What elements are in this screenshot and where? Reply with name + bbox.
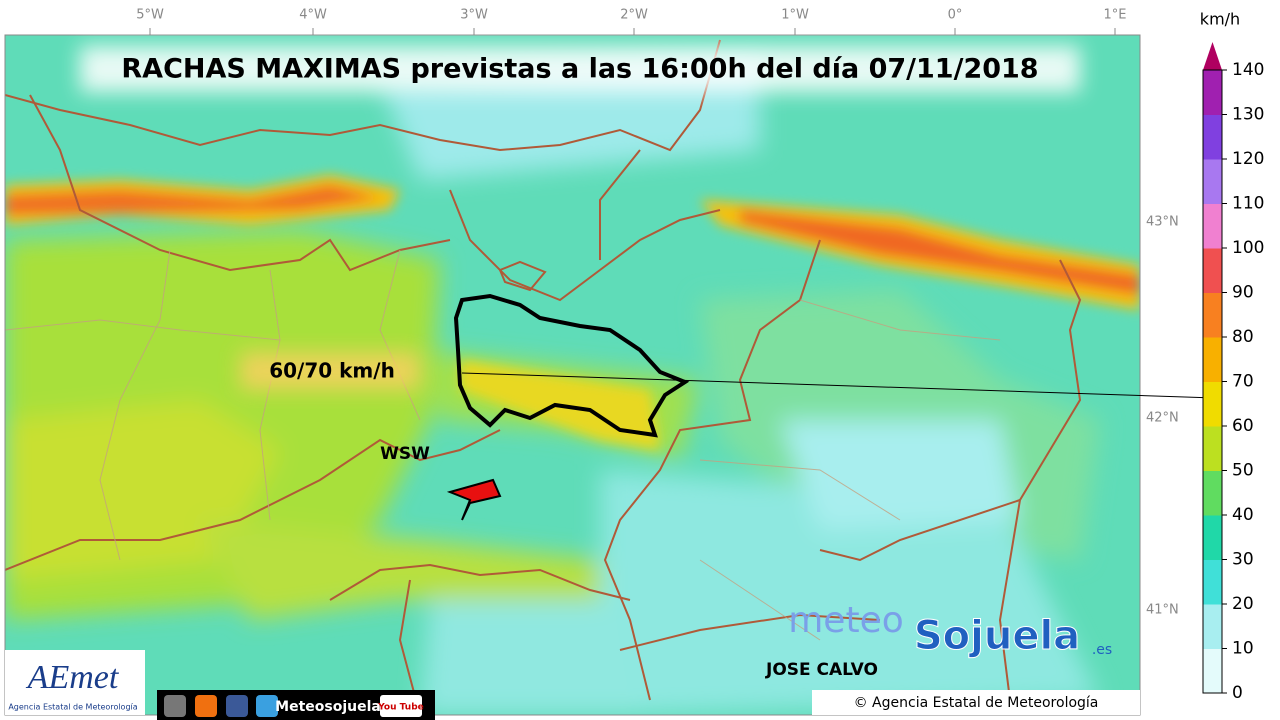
- longitude-label: 5°W: [136, 8, 164, 23]
- longitude-label: 2°W: [620, 8, 648, 23]
- longitude-label: 1°E: [1104, 8, 1127, 23]
- author: JOSE CALVO: [765, 660, 878, 680]
- logo-meteo: meteo: [788, 600, 904, 641]
- colorbar-tick-label: 110: [1232, 194, 1264, 214]
- colorbar-segment: [1203, 470, 1222, 516]
- colorbar-extend: [1203, 42, 1222, 70]
- gust-band: [5, 175, 1140, 450]
- colorbar-segment: [1203, 70, 1222, 115]
- title-glow: [80, 46, 1080, 92]
- aemet-sub: Agencia Estatal de Meteorología: [8, 703, 137, 712]
- longitude-label: 1°W: [781, 8, 809, 23]
- colorbar-segment: [1203, 292, 1222, 338]
- colorbar-segment: [1203, 381, 1222, 427]
- longitude-label: 4°W: [299, 8, 327, 23]
- colorbar-tick-label: 30: [1232, 550, 1254, 570]
- colorbar-segment: [1203, 515, 1222, 560]
- pointer-line: [461, 372, 1216, 399]
- title: RACHAS MAXIMAS previstas a las 16:00h de…: [121, 54, 1038, 85]
- longitude-label: 3°W: [460, 8, 488, 23]
- colorbar-tick-label: 140: [1232, 60, 1264, 80]
- gust-label: 60/70 km/h: [269, 359, 395, 383]
- colorbar-segment: [1203, 248, 1222, 293]
- copyright-box: [812, 690, 1140, 715]
- colorbar-segment: [1203, 203, 1222, 249]
- gust-glow: [240, 352, 420, 390]
- colorbar-segment: [1203, 337, 1222, 382]
- provinces: [5, 249, 1001, 641]
- colorbar-tick-label: 80: [1232, 327, 1254, 347]
- colorbar-tick-label: 90: [1232, 283, 1254, 303]
- icon-youtube[interactable]: [380, 695, 422, 717]
- colorbar-tick-label: 100: [1232, 238, 1264, 258]
- treviño: [498, 260, 547, 292]
- logo-sojuela: Sojuela: [914, 613, 1080, 659]
- latitude-label: 41°N: [1146, 603, 1179, 618]
- social-handle: Meteosojuela: [275, 699, 381, 715]
- copyright: © Agencia Estatal de Meteorología: [854, 695, 1099, 711]
- colorbar-segment: [1203, 559, 1222, 605]
- longitude-label: 0°: [948, 8, 963, 23]
- wind-arrow: [446, 478, 502, 521]
- direction-label: WSW: [380, 444, 430, 464]
- colorbar-segment: [1203, 648, 1222, 694]
- colorbar-segment: [1203, 604, 1222, 649]
- axes: 5°W 4°W 3°W 2°W 1°W 0° 1°E 43°N 42°N 41°N: [136, 8, 1179, 618]
- logo-domain: .es: [1092, 642, 1112, 658]
- colorbar-segment: [1203, 159, 1222, 204]
- icon-instagram[interactable]: [164, 695, 186, 717]
- latitude-label: 43°N: [1146, 215, 1179, 230]
- colorbar-segment: [1203, 426, 1222, 471]
- youtube-label: You Tube: [377, 703, 424, 713]
- colorbar-tick-label: 20: [1232, 594, 1254, 614]
- colorbar-tick-label: 40: [1232, 505, 1254, 525]
- colorbar-tick-label: 50: [1232, 461, 1254, 481]
- colorbar: 0 10 20 30 40 50 60 70 80 90 100 110 120 130 140: [1202, 42, 1264, 703]
- aemet-logo: AEmet: [26, 659, 120, 696]
- colorbar-tick-label: 130: [1232, 105, 1264, 125]
- icon-facebook[interactable]: [226, 695, 248, 717]
- colorbar-unit: km/h: [1200, 10, 1240, 29]
- colorbar-tick-label: 0: [1232, 683, 1243, 703]
- colorbar-tick-label: 70: [1232, 372, 1254, 392]
- icon-twitter[interactable]: [256, 695, 278, 717]
- colorbar-segment: [1203, 114, 1222, 160]
- colorbar-tick-label: 10: [1232, 639, 1254, 659]
- aemet-box: [5, 650, 145, 715]
- colorbar-tick-label: 120: [1232, 149, 1264, 169]
- icon-blogger[interactable]: [195, 695, 217, 717]
- colorbar-tick-label: 60: [1232, 416, 1254, 436]
- la-rioja-outline: [453, 293, 690, 438]
- borders: [5, 39, 1082, 715]
- map-frame: [4, 34, 1141, 716]
- latitude-label: 42°N: [1146, 411, 1179, 426]
